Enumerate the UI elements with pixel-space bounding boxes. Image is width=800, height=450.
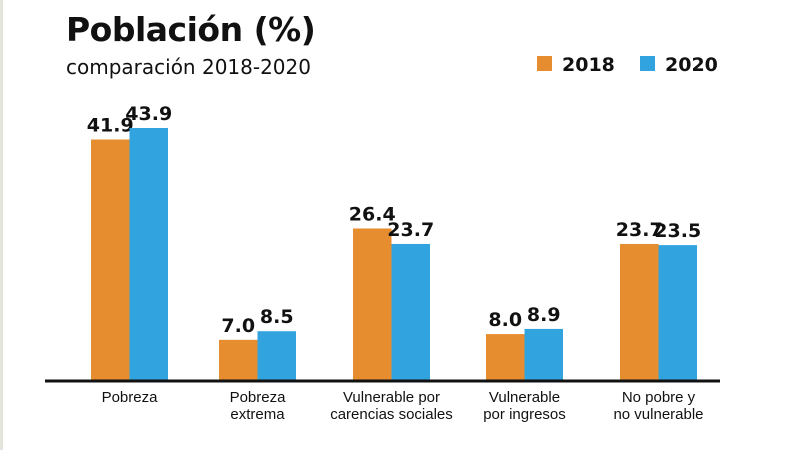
- chart-subtitle: comparación 2018-2020: [66, 55, 311, 79]
- data-label-2020-4: 23.5: [654, 220, 701, 242]
- legend-label-2020: 2020: [665, 54, 718, 76]
- data-label-2020-1: 8.5: [260, 306, 294, 328]
- data-label-2018-1: 7.0: [221, 315, 255, 337]
- data-label-2020-3: 8.9: [527, 304, 561, 326]
- data-label-2018-3: 8.0: [488, 309, 522, 331]
- category-label-2: Vulnerable por: [343, 389, 440, 406]
- category-label-4: no vulnerable: [613, 406, 703, 423]
- category-label-1: extrema: [230, 406, 285, 423]
- data-label-2018-0: 41.9: [87, 114, 134, 136]
- data-label-2018-2: 26.4: [349, 203, 396, 225]
- category-label-1: Pobreza: [230, 389, 287, 406]
- category-label-2: carencias sociales: [330, 406, 453, 423]
- category-label-0: Pobreza: [102, 389, 159, 406]
- bar-2018-4: [620, 243, 659, 380]
- bar-2018-1: [219, 339, 258, 380]
- chart-title: Población (%): [66, 10, 316, 49]
- bar-2020-2: [391, 243, 430, 380]
- legend-swatch-2020: [640, 56, 655, 71]
- bar-2020-1: [257, 331, 296, 380]
- category-label-4: No pobre y: [622, 389, 696, 406]
- bar-2020-4: [658, 245, 697, 380]
- legend-label-2018: 2018: [562, 54, 615, 76]
- bar-2018-2: [353, 228, 392, 380]
- data-label-2020-0: 43.9: [125, 103, 172, 125]
- bar-2020-3: [524, 328, 563, 380]
- data-label-2020-2: 23.7: [387, 219, 434, 241]
- category-label-3: Vulnerable: [489, 389, 560, 406]
- data-label-2018-4: 23.7: [616, 219, 663, 241]
- bar-2018-3: [486, 334, 525, 380]
- category-label-3: por ingresos: [483, 406, 566, 423]
- left-edge-border: [0, 0, 3, 450]
- legend-swatch-2018: [537, 56, 552, 71]
- bar-2018-0: [91, 139, 130, 380]
- bar-2020-0: [129, 128, 168, 380]
